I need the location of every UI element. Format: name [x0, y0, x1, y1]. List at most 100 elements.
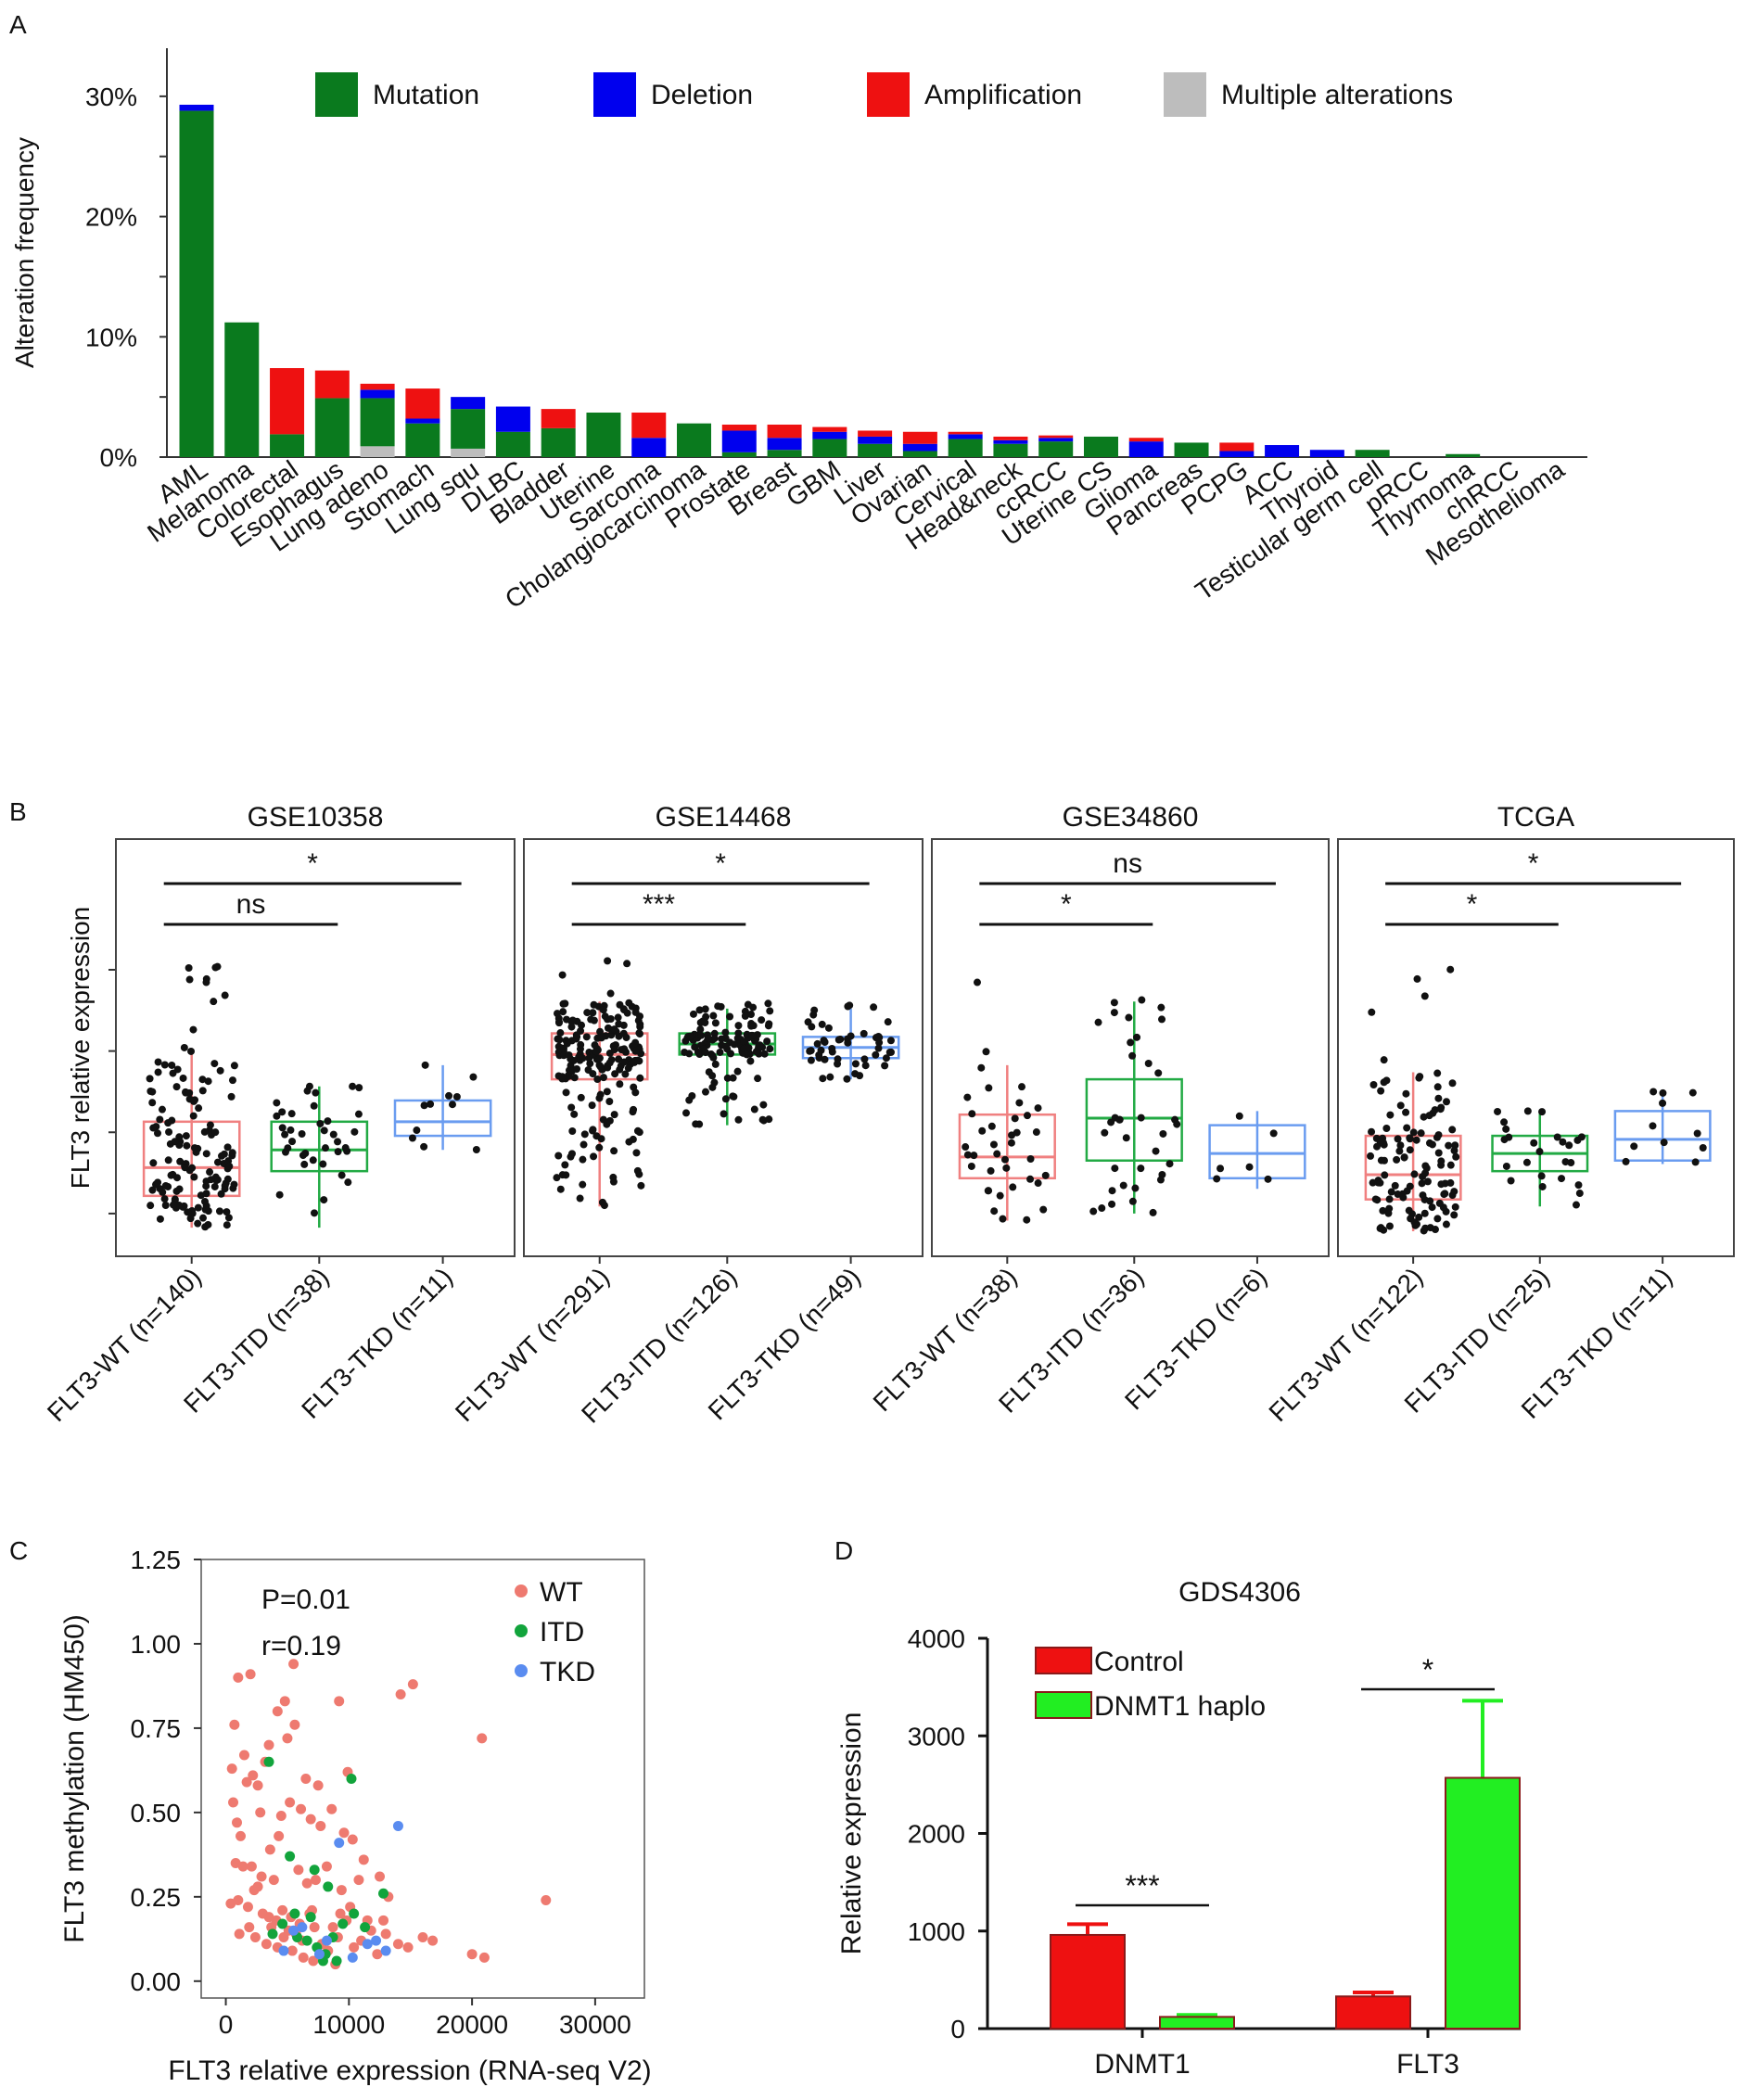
data-point — [1410, 1170, 1419, 1178]
data-point — [1494, 1107, 1502, 1115]
data-point — [146, 1075, 154, 1083]
data-point — [420, 1142, 428, 1151]
point-wt — [477, 1733, 488, 1744]
data-point — [872, 1050, 880, 1059]
data-point — [570, 1110, 579, 1118]
legend-label-itd: ITD — [540, 1617, 584, 1648]
data-point — [1125, 1013, 1133, 1022]
data-point — [695, 1006, 704, 1014]
data-point — [582, 1033, 591, 1041]
data-point — [734, 1115, 743, 1124]
data-point — [764, 1022, 772, 1030]
box-flt3-tkd — [393, 1099, 492, 1138]
point-tkd — [380, 1945, 391, 1956]
y-axis-label: FLT3 relative expression — [66, 907, 95, 1190]
point-wt — [380, 1928, 391, 1940]
point-wt — [375, 1871, 386, 1882]
x-tick-label: 30000 — [559, 2010, 631, 2039]
data-point — [200, 1198, 209, 1206]
point-wt — [268, 1875, 279, 1886]
point-wt — [372, 1949, 383, 1960]
data-point — [844, 1038, 852, 1047]
data-point — [561, 1161, 569, 1169]
data-point — [201, 1205, 210, 1214]
data-point — [213, 1158, 222, 1166]
data-point — [1158, 1015, 1166, 1024]
point-wt — [228, 1797, 239, 1808]
data-point — [1433, 1215, 1442, 1223]
panel-title: GSE14468 — [656, 802, 792, 833]
data-point — [1138, 996, 1146, 1004]
data-point — [1573, 1136, 1582, 1144]
data-point — [631, 1047, 640, 1055]
y-tick-label: 0.75 — [131, 1714, 182, 1743]
data-point — [278, 1108, 287, 1116]
data-point — [1396, 1101, 1405, 1110]
data-point — [1379, 1206, 1387, 1215]
bar-aml-deletion — [179, 104, 214, 111]
legend-swatch-dnmt1-haplo — [1035, 1691, 1092, 1719]
data-point — [635, 1029, 643, 1037]
panel-frame — [523, 838, 923, 1257]
panel-title: TCGA — [1497, 802, 1574, 833]
bar-liver-deletion — [858, 436, 893, 444]
data-point — [763, 1037, 771, 1046]
significance-label: * — [1467, 889, 1478, 920]
data-point — [349, 1082, 357, 1090]
data-point — [171, 1138, 179, 1146]
data-point — [275, 1190, 284, 1199]
y-tick-label: 0 — [950, 2015, 965, 2043]
y-tick-label: 30% — [85, 83, 137, 111]
data-point — [556, 1029, 565, 1037]
data-point — [721, 1042, 730, 1050]
y-tick-label: 0.50 — [131, 1799, 182, 1827]
point-tkd — [334, 1838, 345, 1849]
data-point — [1502, 1125, 1510, 1133]
data-point — [1413, 974, 1421, 983]
plot-frame — [200, 1559, 645, 1999]
data-point — [756, 1041, 764, 1050]
data-point — [881, 1062, 889, 1070]
data-point — [320, 1196, 328, 1204]
data-point — [818, 1020, 826, 1028]
data-point — [316, 1119, 325, 1127]
data-point — [413, 1126, 421, 1135]
data-point — [623, 960, 631, 968]
point-wt — [238, 1750, 249, 1761]
x-tick-label: 10000 — [312, 2010, 385, 2039]
data-point — [1380, 1078, 1388, 1087]
data-point — [583, 1009, 592, 1017]
point-itd — [323, 1881, 334, 1892]
data-point — [723, 1074, 732, 1082]
bar-ccrcc-deletion — [1038, 438, 1074, 442]
point-wt — [395, 1689, 406, 1700]
data-point — [1450, 1211, 1458, 1219]
data-point — [189, 1112, 197, 1120]
data-point — [610, 1147, 618, 1155]
data-point — [154, 1178, 162, 1187]
data-point — [169, 1201, 177, 1209]
point-itd — [263, 1756, 274, 1767]
data-point — [198, 1075, 207, 1084]
data-point — [681, 1048, 689, 1056]
data-point — [320, 1126, 328, 1135]
data-point — [223, 1221, 231, 1229]
data-point — [210, 1182, 219, 1190]
legend-label-amplification: Amplification — [924, 80, 1082, 110]
data-point — [1000, 1155, 1009, 1164]
point-tkd — [371, 1935, 382, 1946]
data-point — [589, 1070, 597, 1078]
y-tick-label: 1000 — [908, 1917, 965, 1946]
data-point — [1128, 1051, 1137, 1060]
data-point — [870, 1003, 878, 1012]
data-point — [1574, 1181, 1583, 1190]
data-point — [227, 1092, 236, 1101]
data-point — [1446, 965, 1455, 974]
data-point — [1156, 1176, 1165, 1184]
point-itd — [346, 1774, 357, 1784]
data-point — [885, 1048, 894, 1056]
data-point — [766, 1045, 774, 1053]
data-point — [1691, 1158, 1700, 1166]
data-point — [1376, 1224, 1384, 1232]
